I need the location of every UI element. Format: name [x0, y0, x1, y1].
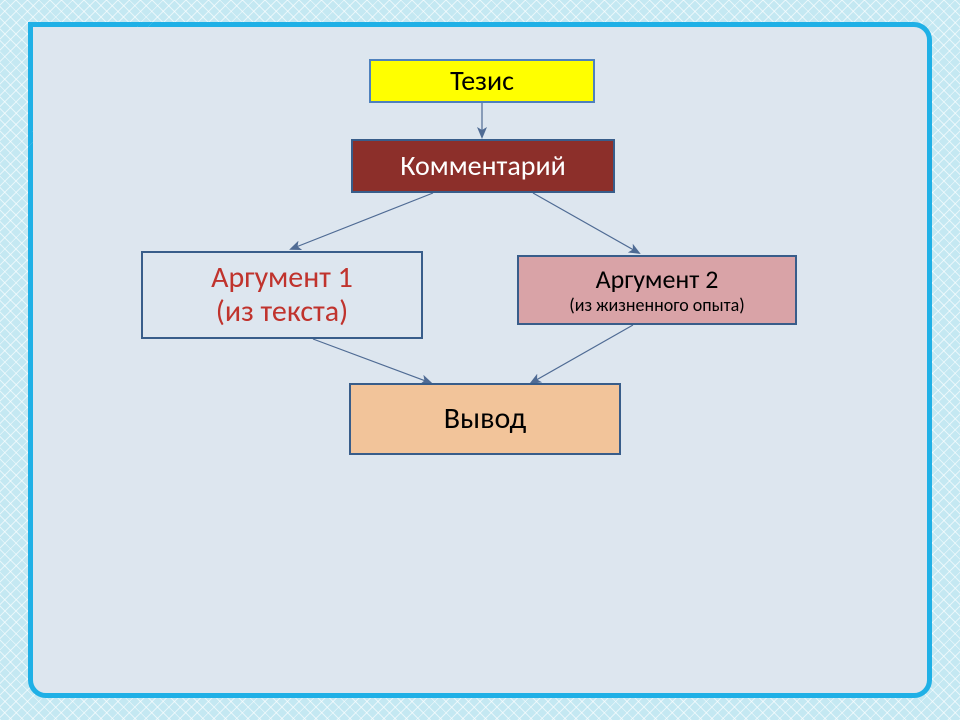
node-argument-2: Аргумент 2 (из жизненного опыта): [517, 255, 797, 325]
edge-comment-to-arg2: [533, 193, 639, 253]
slide-frame: Тезис Комментарий Аргумент 1 (из текста)…: [28, 22, 932, 698]
node-thesis: Тезис: [369, 59, 595, 103]
arrows-layer: [33, 27, 927, 693]
edge-arg2-to-conclusion: [531, 325, 633, 383]
frame-corner-curve: [33, 27, 143, 137]
node-arg1-line2: (из текста): [216, 295, 348, 330]
edge-arg1-to-conclusion: [313, 339, 431, 383]
node-thesis-label: Тезис: [450, 65, 514, 97]
node-arg1-line1: Аргумент 1: [211, 261, 353, 296]
node-argument-1: Аргумент 1 (из текста): [141, 251, 423, 339]
node-arg2-line1: Аргумент 2: [596, 265, 719, 295]
node-comment: Комментарий: [351, 139, 615, 193]
node-arg2-line2: (из жизненного опыта): [569, 295, 744, 316]
node-conclusion: Вывод: [349, 383, 621, 455]
node-conclusion-label: Вывод: [444, 402, 526, 437]
edge-comment-to-arg1: [291, 193, 433, 249]
node-comment-label: Комментарий: [400, 150, 566, 182]
